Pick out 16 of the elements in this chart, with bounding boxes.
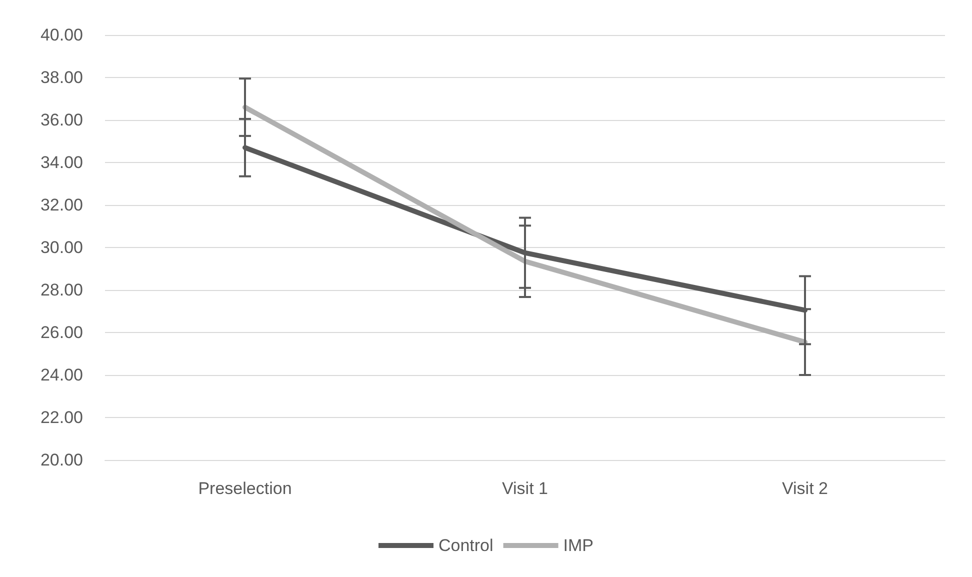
y-tick-label: 30.00 [40, 238, 83, 257]
x-tick-label: Visit 2 [782, 479, 828, 498]
y-tick-label: 34.00 [40, 153, 83, 172]
y-tick-label: 36.00 [40, 110, 83, 130]
legend-label: IMP [563, 536, 594, 555]
y-tick-label: 38.00 [40, 68, 83, 87]
x-tick-label: Visit 1 [502, 479, 548, 498]
y-tick-label: 24.00 [40, 366, 83, 384]
y-tick-label: 26.00 [40, 323, 83, 342]
legend-label: Control [438, 536, 494, 555]
x-tick-label: Preselection [198, 479, 292, 498]
y-tick-label: 20.00 [40, 450, 83, 470]
y-tick-label: 22.00 [40, 408, 83, 427]
y-tick-label: 32.00 [40, 196, 83, 214]
y-tick-label: 40.00 [40, 26, 83, 44]
y-tick-label: 28.00 [40, 280, 83, 300]
